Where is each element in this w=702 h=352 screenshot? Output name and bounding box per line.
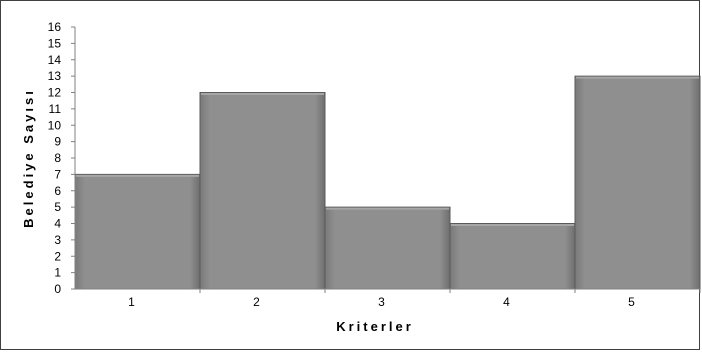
y-tick-label: 15 [48, 36, 62, 50]
bar-2 [199, 92, 326, 290]
y-tick-label: 12 [48, 86, 62, 100]
y-tick-label: 6 [54, 184, 61, 198]
bar-4 [449, 223, 576, 290]
y-tick-label: 13 [48, 69, 62, 83]
x-tick-label: 2 [253, 295, 260, 309]
x-tick-label: 4 [503, 295, 510, 309]
y-tick-label: 7 [54, 167, 61, 181]
y-tick-label: 2 [54, 249, 61, 263]
y-tick-label: 1 [54, 266, 61, 280]
bar-1 [74, 173, 201, 290]
bar-5 [574, 75, 701, 290]
y-tick-label: 5 [54, 200, 61, 214]
y-tick-label: 10 [48, 118, 62, 132]
y-tick-label: 8 [54, 151, 61, 165]
y-tick-label: 11 [49, 102, 62, 116]
x-axis-title: Kriterler [336, 319, 414, 334]
y-tick-label: 16 [48, 20, 62, 34]
y-axis-title: Belediye Sayısı [21, 88, 36, 228]
y-tick-label: 4 [54, 217, 61, 231]
x-tick-label: 5 [628, 295, 635, 309]
x-tick-label: 3 [378, 295, 385, 309]
y-tick-label: 0 [54, 282, 61, 296]
bar-3 [324, 206, 451, 290]
y-tick-label: 3 [54, 233, 61, 247]
x-tick-label: 1 [128, 295, 135, 309]
y-tick-label: 9 [54, 135, 61, 149]
y-tick-label: 14 [48, 53, 62, 67]
